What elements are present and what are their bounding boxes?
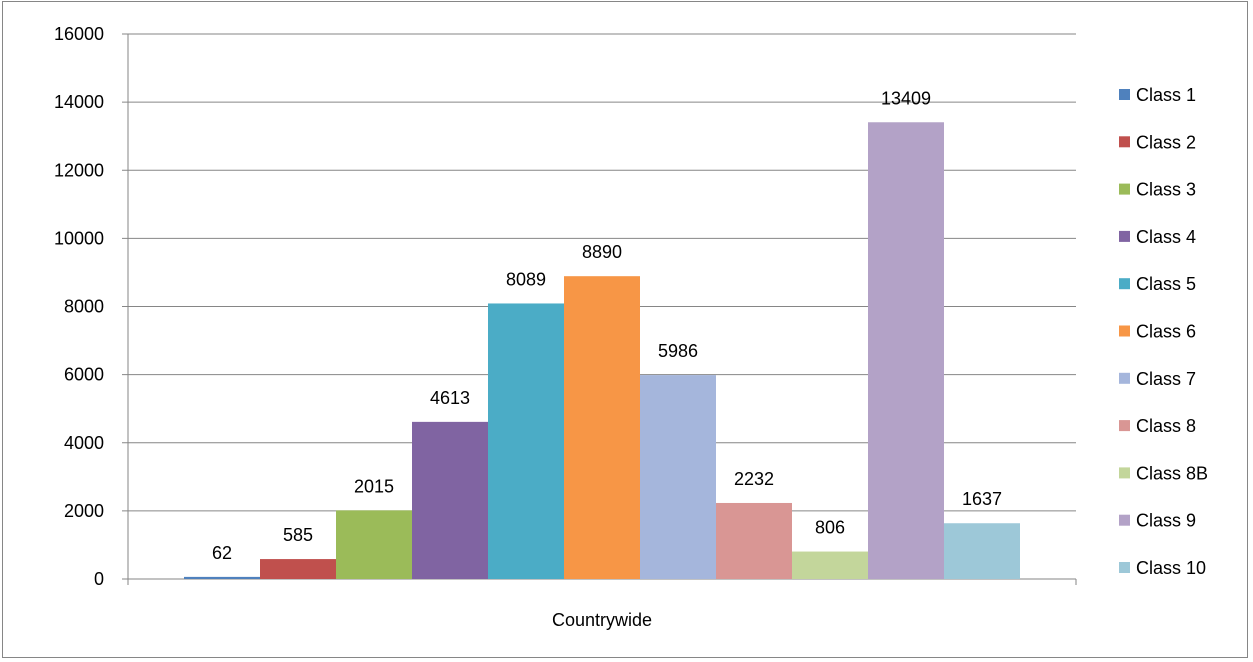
legend-label: Class 5 <box>1136 274 1196 294</box>
data-label: 8890 <box>582 242 622 262</box>
y-tick-label: 2000 <box>64 501 104 521</box>
data-label: 2015 <box>354 476 394 496</box>
legend-swatch <box>1119 372 1130 384</box>
legend-swatch <box>1119 325 1130 337</box>
bar-class-8 <box>716 502 792 579</box>
legend-swatch <box>1119 514 1130 526</box>
y-tick-label: 12000 <box>54 160 104 180</box>
legend-label: Class 4 <box>1136 227 1196 247</box>
y-tick-label: 10000 <box>54 228 104 248</box>
data-label: 5986 <box>658 341 698 361</box>
legend-label: Class 1 <box>1136 85 1196 105</box>
legend-swatch <box>1119 467 1130 479</box>
y-tick-label: 4000 <box>64 433 104 453</box>
data-label: 62 <box>212 543 232 563</box>
bar-class-2 <box>260 559 336 579</box>
bar-class-1 <box>184 576 260 579</box>
legend-label: Class 9 <box>1136 511 1196 531</box>
legend-label: Class 8B <box>1136 463 1208 483</box>
legend-label: Class 2 <box>1136 132 1196 152</box>
legend-label: Class 3 <box>1136 180 1196 200</box>
data-label: 1637 <box>962 489 1002 509</box>
data-label: 13409 <box>881 88 931 108</box>
legend-swatch <box>1119 230 1130 242</box>
legend-swatch <box>1119 278 1130 290</box>
legend-swatch <box>1119 562 1130 573</box>
bar-class-9 <box>868 122 944 580</box>
y-tick-label: 6000 <box>64 365 104 385</box>
bar-class-5 <box>488 303 564 579</box>
bar-class-7 <box>640 375 716 579</box>
bar-class-8b <box>792 551 868 579</box>
legend-label: Class 8 <box>1136 416 1196 436</box>
legend-label: Class 10 <box>1136 558 1206 578</box>
legend-label: Class 7 <box>1136 369 1196 389</box>
bar-class-6 <box>564 276 640 579</box>
legend-swatch <box>1119 420 1130 432</box>
legend-swatch <box>1119 183 1130 195</box>
bar-class-3 <box>336 510 412 579</box>
legend-swatch <box>1119 89 1130 100</box>
x-category-label: Countrywide <box>552 610 652 630</box>
data-label: 4613 <box>430 388 470 408</box>
legend-swatch <box>1119 136 1130 148</box>
bar-class-10 <box>944 523 1020 579</box>
y-tick-label: 0 <box>94 569 104 589</box>
data-label: 806 <box>815 518 845 538</box>
y-tick-label: 8000 <box>64 297 104 317</box>
data-label: 2232 <box>734 469 774 489</box>
y-tick-label: 16000 <box>54 24 104 44</box>
legend-label: Class 6 <box>1136 322 1196 342</box>
y-tick-label: 14000 <box>54 92 104 112</box>
data-label: 585 <box>283 525 313 545</box>
data-label: 8089 <box>506 269 546 289</box>
bar-class-4 <box>412 421 488 579</box>
